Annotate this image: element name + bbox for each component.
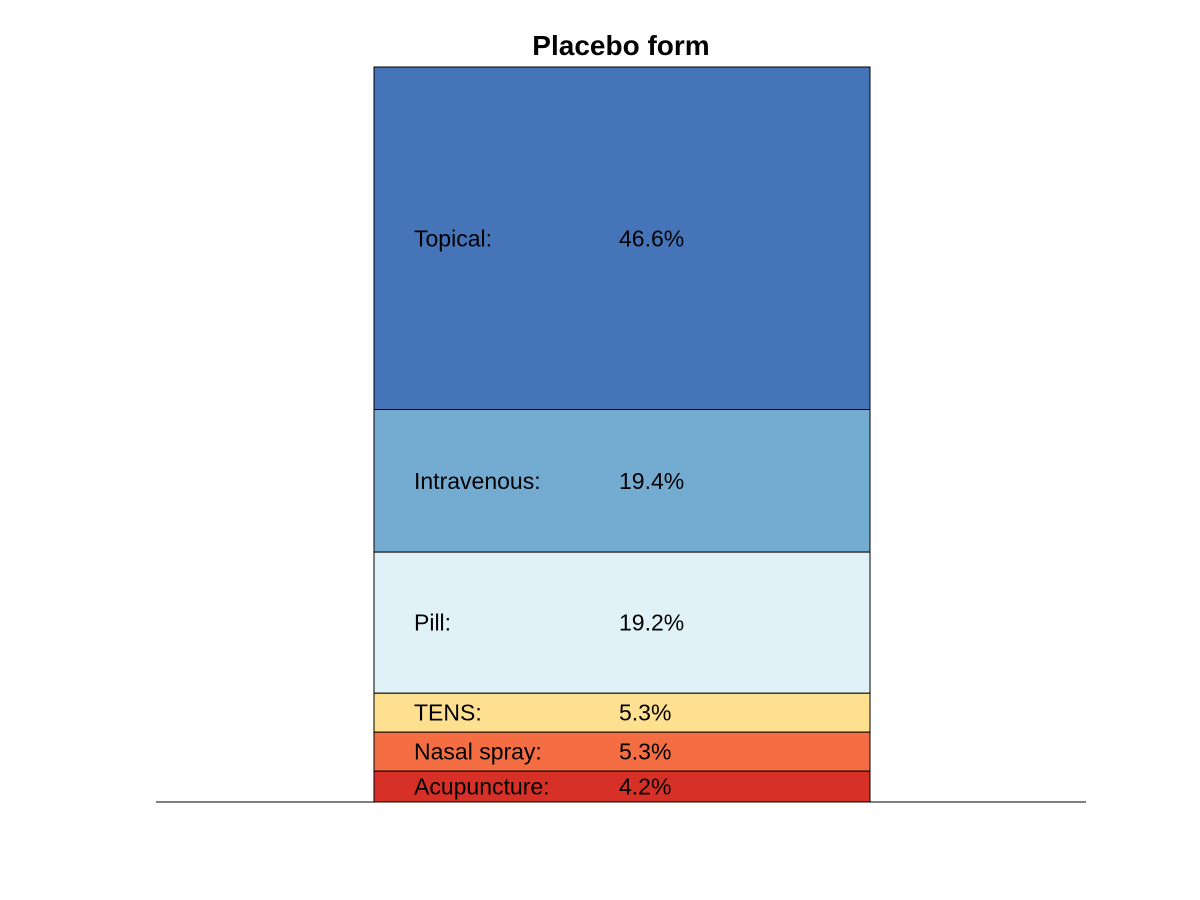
segment-label-pill: Pill: xyxy=(414,610,451,636)
segment-label-nasal-spray: Nasal spray: xyxy=(414,739,542,765)
segment-value-topical: 46.6% xyxy=(619,225,684,251)
bar-segment-tens xyxy=(373,692,871,733)
segment-value-intravenous: 19.4% xyxy=(619,468,684,494)
bar-segment-nasal-spray xyxy=(373,731,871,772)
segment-label-topical: Topical: xyxy=(414,225,492,251)
segment-value-nasal-spray: 5.3% xyxy=(619,739,671,765)
segment-label-tens: TENS: xyxy=(414,700,482,726)
bar-segment-pill xyxy=(373,551,871,694)
segment-value-pill: 19.2% xyxy=(619,610,684,636)
bar-segment-topical xyxy=(373,66,871,411)
bar-segments: Topical: 46.6% Intravenous: 19.4% Pill: 19.2%… xyxy=(373,66,871,803)
segment-value-acupuncture: 4.2% xyxy=(619,774,671,800)
segment-label-acupuncture: Acupuncture: xyxy=(414,774,550,800)
segment-label-intravenous: Intravenous: xyxy=(414,468,541,494)
chart-title: Placebo form xyxy=(532,30,709,61)
bar-segment-acupuncture xyxy=(373,770,871,803)
bar-segment-intravenous xyxy=(373,409,871,553)
segment-value-tens: 5.3% xyxy=(619,700,671,726)
